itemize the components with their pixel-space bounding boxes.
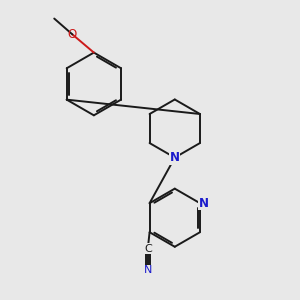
Text: N: N <box>170 151 180 164</box>
Text: N: N <box>144 265 152 275</box>
Text: C: C <box>144 244 152 254</box>
Text: N: N <box>199 197 209 210</box>
Text: O: O <box>68 28 77 41</box>
